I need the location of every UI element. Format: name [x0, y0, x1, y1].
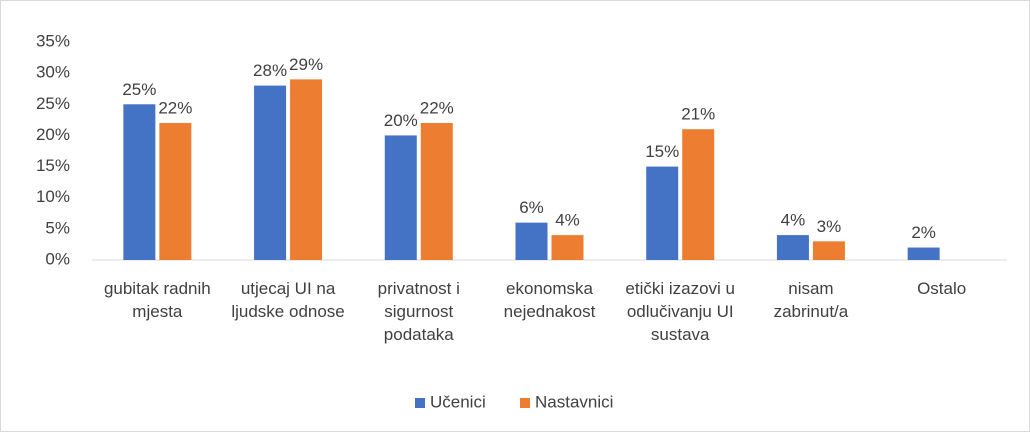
y-tick-label: 10% [36, 187, 70, 206]
bar [646, 166, 679, 260]
value-label: 15% [645, 142, 679, 161]
y-tick-label: 15% [36, 156, 70, 175]
x-tick-label: etički izazovi u odlučivanju UI sustava [625, 279, 735, 344]
x-tick-label: Ostalo [917, 279, 967, 298]
y-tick-label: 20% [36, 125, 70, 144]
legend-label: Učenici [430, 392, 486, 411]
y-tick-label: 25% [36, 94, 70, 113]
value-label: 25% [122, 80, 156, 99]
value-label: 29% [289, 55, 323, 74]
bar [907, 247, 940, 260]
bar [384, 135, 417, 260]
bar [123, 104, 156, 261]
value-label: 6% [519, 198, 544, 217]
value-label: 3% [817, 217, 842, 236]
legend-swatch [415, 398, 425, 408]
legend-label: Nastavnici [535, 392, 613, 411]
bar [420, 122, 453, 260]
value-label: 22% [420, 98, 454, 117]
bar [682, 129, 715, 260]
y-tick-label: 0% [45, 249, 70, 268]
bar [515, 222, 548, 260]
y-tick-label: 30% [36, 63, 70, 82]
bar [776, 235, 809, 260]
y-tick-label: 35% [36, 31, 70, 50]
value-label: 21% [681, 105, 715, 124]
value-label: 20% [384, 111, 418, 130]
x-tick-label: gubitak radnih mjesta [103, 279, 211, 321]
x-tick-label: nisam zabrinut/a [773, 279, 849, 321]
bar [159, 122, 192, 260]
bar [551, 235, 584, 260]
x-tick-label: ekonomska nejednakost [503, 279, 596, 321]
y-tick-label: 5% [45, 218, 70, 237]
x-tick-label: utjecaj UI na ljudske odnose [231, 279, 345, 321]
legend-swatch [520, 398, 530, 408]
x-tick-label: privatnost i sigurnost podataka [377, 279, 460, 344]
value-label: 22% [158, 98, 192, 117]
bar [812, 241, 845, 260]
bar [290, 79, 323, 260]
value-label: 4% [555, 211, 580, 230]
value-label: 28% [253, 61, 287, 80]
value-label: 4% [781, 211, 806, 230]
value-label: 2% [911, 223, 936, 242]
bar [254, 85, 287, 260]
